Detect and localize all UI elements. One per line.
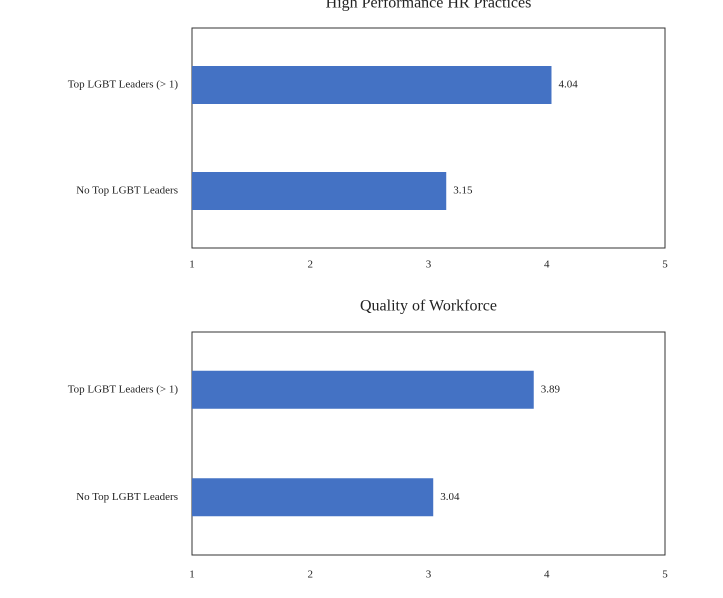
bar [192, 478, 434, 517]
y-tick-label: No Top LGBT Leaders [76, 185, 178, 197]
bar [192, 66, 552, 104]
x-tick-label: 2 [308, 259, 314, 271]
x-tick-label: 3 [426, 569, 432, 581]
x-tick-label: 1 [189, 259, 195, 271]
chart-title: High Performance HR Practices [326, 0, 532, 12]
y-tick-label: No Top LGBT Leaders [76, 491, 178, 503]
x-tick-label: 4 [544, 569, 550, 581]
bar [192, 370, 534, 409]
data-label: 3.04 [440, 491, 460, 503]
bar [192, 172, 447, 210]
plot-frame [191, 331, 666, 556]
x-tick-label: 5 [662, 569, 668, 581]
x-tick-label: 5 [662, 259, 668, 271]
x-tick-label: 2 [308, 569, 314, 581]
x-tick-label: 3 [426, 259, 432, 271]
data-label: 3.89 [541, 383, 561, 395]
data-label: 3.15 [453, 185, 473, 197]
y-tick-label: Top LGBT Leaders (> 1) [68, 79, 179, 91]
y-tick-label: Top LGBT Leaders (> 1) [68, 383, 179, 395]
data-label: 4.04 [558, 79, 578, 91]
x-tick-label: 4 [544, 259, 550, 271]
plot-frame [191, 27, 666, 249]
chart-title: Quality of Workforce [360, 298, 497, 315]
x-tick-label: 1 [189, 569, 195, 581]
